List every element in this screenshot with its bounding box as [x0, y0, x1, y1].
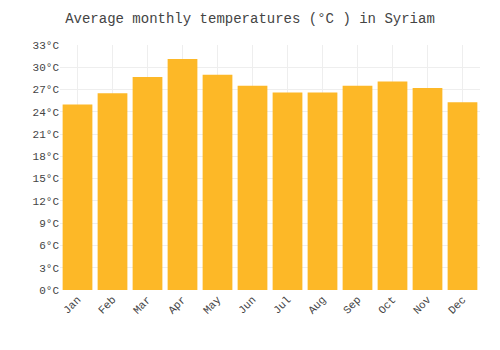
svg-text:Sep: Sep	[341, 294, 363, 316]
svg-text:21°C: 21°C	[33, 129, 60, 141]
svg-text:Jun: Jun	[236, 294, 258, 316]
svg-text:Jan: Jan	[61, 294, 83, 316]
svg-text:Oct: Oct	[376, 294, 398, 316]
svg-text:Dec: Dec	[446, 294, 468, 316]
svg-text:24°C: 24°C	[33, 107, 60, 119]
svg-text:9°C: 9°C	[39, 218, 59, 230]
svg-text:33°C: 33°C	[33, 40, 60, 52]
svg-text:Feb: Feb	[96, 294, 118, 316]
svg-text:18°C: 18°C	[33, 151, 60, 163]
svg-text:30°C: 30°C	[33, 62, 60, 74]
svg-text:3°C: 3°C	[39, 263, 59, 275]
svg-text:27°C: 27°C	[33, 84, 60, 96]
svg-text:0°C: 0°C	[39, 285, 59, 297]
svg-text:Mar: Mar	[131, 294, 153, 316]
svg-text:Apr: Apr	[166, 294, 188, 316]
svg-text:12°C: 12°C	[33, 196, 60, 208]
svg-text:Jul: Jul	[271, 294, 293, 316]
svg-text:May: May	[201, 294, 224, 317]
svg-text:Average monthly temperatures (: Average monthly temperatures (°C ) in Sy…	[65, 11, 435, 27]
svg-text:Nov: Nov	[411, 294, 434, 317]
svg-text:Aug: Aug	[306, 294, 328, 316]
svg-text:15°C: 15°C	[33, 173, 60, 185]
svg-text:6°C: 6°C	[39, 240, 59, 252]
